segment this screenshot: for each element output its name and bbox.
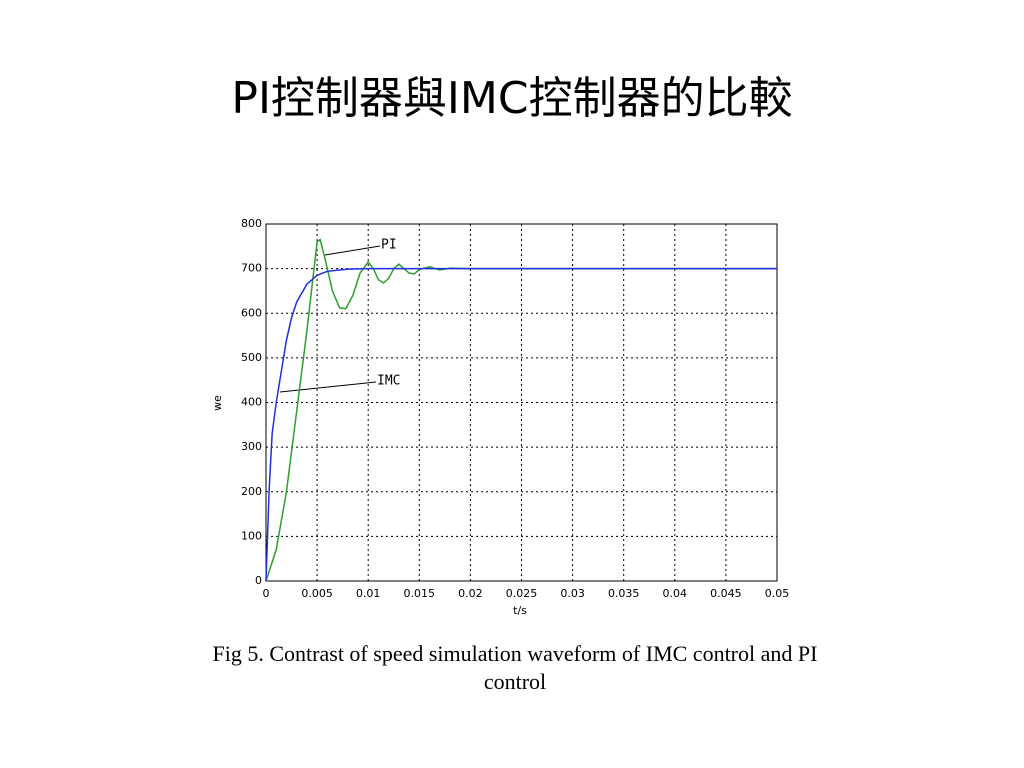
y-tick-label: 800 xyxy=(241,217,262,230)
y-tick-label: 700 xyxy=(241,262,262,275)
x-tick-label: 0.005 xyxy=(301,587,333,600)
y-tick-label: 0 xyxy=(255,574,262,587)
x-tick-label: 0 xyxy=(263,587,270,600)
annotation-leader xyxy=(324,245,381,256)
y-tick-label: 400 xyxy=(241,396,262,409)
x-tick-label: 0.05 xyxy=(765,587,790,600)
caption-line: control xyxy=(483,669,547,694)
x-tick-label: 0.045 xyxy=(710,587,742,600)
caption: Fig 5. Contrast of speed simulation wave… xyxy=(60,640,970,696)
x-tick-label: 0.015 xyxy=(404,587,436,600)
line-annotation: IMC xyxy=(377,374,400,389)
x-tick-label: 0.01 xyxy=(356,587,381,600)
x-tick-label: 0.03 xyxy=(560,587,585,600)
x-tick-label: 0.04 xyxy=(663,587,688,600)
caption-line: Fig 5. Contrast of speed simulation wave… xyxy=(212,641,818,666)
x-tick-label: 0.035 xyxy=(608,587,640,600)
annotation-leader xyxy=(279,381,377,393)
data-line xyxy=(265,267,777,582)
y-tick-label: 600 xyxy=(241,306,262,319)
y-axis-label: we xyxy=(211,395,224,411)
slide-title: PI控制器與IMC控制器的比較 xyxy=(231,73,793,124)
y-tick-label: 500 xyxy=(241,351,262,364)
x-tick-label: 0.025 xyxy=(506,587,538,600)
x-tick-label: 0.02 xyxy=(458,587,483,600)
y-tick-label: 100 xyxy=(241,529,262,542)
line-annotation: PI xyxy=(381,238,397,253)
y-tick-label: 200 xyxy=(241,485,262,498)
y-tick-label: 300 xyxy=(241,440,262,453)
x-axis-label: t/s xyxy=(513,604,527,617)
